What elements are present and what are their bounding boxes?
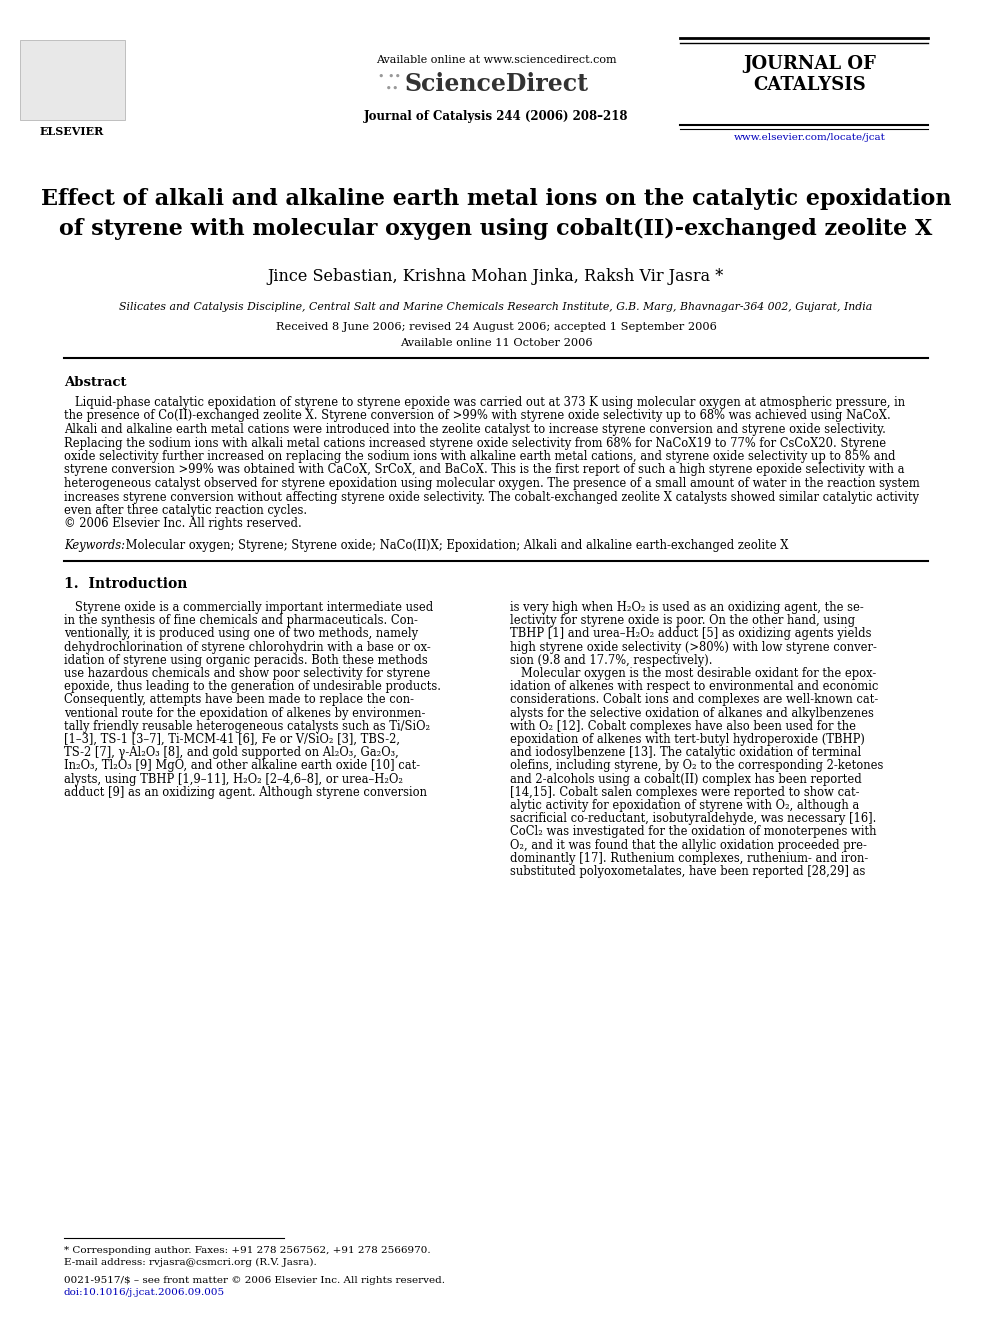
Text: * Corresponding author. Faxes: +91 278 2567562, +91 278 2566970.: * Corresponding author. Faxes: +91 278 2… bbox=[64, 1246, 431, 1256]
Text: and 2-alcohols using a cobalt(II) complex has been reported: and 2-alcohols using a cobalt(II) comple… bbox=[510, 773, 862, 786]
Text: [14,15]. Cobalt salen complexes were reported to show cat-: [14,15]. Cobalt salen complexes were rep… bbox=[510, 786, 859, 799]
Text: sion (9.8 and 17.7%, respectively).: sion (9.8 and 17.7%, respectively). bbox=[510, 654, 712, 667]
Text: high styrene oxide selectivity (>80%) with low styrene conver-: high styrene oxide selectivity (>80%) wi… bbox=[510, 640, 877, 654]
Text: even after three catalytic reaction cycles.: even after three catalytic reaction cycl… bbox=[64, 504, 308, 517]
Text: Abstract: Abstract bbox=[64, 376, 127, 389]
Text: JOURNAL OF: JOURNAL OF bbox=[744, 56, 877, 73]
Text: 1.  Introduction: 1. Introduction bbox=[64, 577, 187, 591]
Text: ventional route for the epoxidation of alkenes by environmen-: ventional route for the epoxidation of a… bbox=[64, 706, 426, 720]
Text: Available online at www.sciencedirect.com: Available online at www.sciencedirect.co… bbox=[376, 56, 616, 65]
Text: Consequently, attempts have been made to replace the con-: Consequently, attempts have been made to… bbox=[64, 693, 414, 706]
Text: Styrene oxide is a commercially important intermediate used: Styrene oxide is a commercially importan… bbox=[64, 601, 434, 614]
Text: Journal of Catalysis 244 (2006) 208–218: Journal of Catalysis 244 (2006) 208–218 bbox=[364, 110, 628, 123]
Text: Molecular oxygen; Styrene; Styrene oxide; NaCo(II)X; Epoxidation; Alkali and alk: Molecular oxygen; Styrene; Styrene oxide… bbox=[122, 538, 789, 552]
Text: ScienceDirect: ScienceDirect bbox=[404, 71, 588, 97]
Text: Replacing the sodium ions with alkali metal cations increased styrene oxide sele: Replacing the sodium ions with alkali me… bbox=[64, 437, 886, 450]
Text: styrene conversion >99% was obtained with CaCoX, SrCoX, and BaCoX. This is the f: styrene conversion >99% was obtained wit… bbox=[64, 463, 905, 476]
Text: with O₂ [12]. Cobalt complexes have also been used for the: with O₂ [12]. Cobalt complexes have also… bbox=[510, 720, 856, 733]
Text: oxide selectivity further increased on replacing the sodium ions with alkaline e: oxide selectivity further increased on r… bbox=[64, 450, 896, 463]
Text: TBHP [1] and urea–H₂O₂ adduct [5] as oxidizing agents yields: TBHP [1] and urea–H₂O₂ adduct [5] as oxi… bbox=[510, 627, 872, 640]
Text: In₂O₃, Tl₂O₃ [9] MgO, and other alkaline earth oxide [10] cat-: In₂O₃, Tl₂O₃ [9] MgO, and other alkaline… bbox=[64, 759, 421, 773]
Text: substituted polyoxometalates, have been reported [28,29] as: substituted polyoxometalates, have been … bbox=[510, 865, 865, 878]
Text: Keywords:: Keywords: bbox=[64, 538, 125, 552]
Text: epoxidation of alkenes with tert-butyl hydroperoxide (TBHP): epoxidation of alkenes with tert-butyl h… bbox=[510, 733, 865, 746]
Text: heterogeneous catalyst observed for styrene epoxidation using molecular oxygen. : heterogeneous catalyst observed for styr… bbox=[64, 478, 920, 490]
Text: doi:10.1016/j.jcat.2006.09.005: doi:10.1016/j.jcat.2006.09.005 bbox=[64, 1289, 225, 1297]
Text: increases styrene conversion without affecting styrene oxide selectivity. The co: increases styrene conversion without aff… bbox=[64, 491, 919, 504]
Text: Received 8 June 2006; revised 24 August 2006; accepted 1 September 2006: Received 8 June 2006; revised 24 August … bbox=[276, 321, 716, 332]
Text: and iodosylbenzene [13]. The catalytic oxidation of terminal: and iodosylbenzene [13]. The catalytic o… bbox=[510, 746, 861, 759]
Bar bbox=[20, 40, 125, 120]
Text: Alkali and alkaline earth metal cations were introduced into the zeolite catalys: Alkali and alkaline earth metal cations … bbox=[64, 423, 886, 437]
Text: • ••
 ••: • •• •• bbox=[379, 71, 402, 94]
Text: www.elsevier.com/locate/jcat: www.elsevier.com/locate/jcat bbox=[734, 134, 886, 142]
Text: 0021-9517/$ – see front matter © 2006 Elsevier Inc. All rights reserved.: 0021-9517/$ – see front matter © 2006 El… bbox=[64, 1275, 445, 1285]
Text: olefins, including styrene, by O₂ to the corresponding 2-ketones: olefins, including styrene, by O₂ to the… bbox=[510, 759, 883, 773]
Text: © 2006 Elsevier Inc. All rights reserved.: © 2006 Elsevier Inc. All rights reserved… bbox=[64, 517, 302, 531]
Text: the presence of Co(II)-exchanged zeolite X. Styrene conversion of >99% with styr: the presence of Co(II)-exchanged zeolite… bbox=[64, 410, 891, 422]
Text: [1–3], TS-1 [3–7], Ti-MCM-41 [6], Fe or V/SiO₂ [3], TBS-2,: [1–3], TS-1 [3–7], Ti-MCM-41 [6], Fe or … bbox=[64, 733, 400, 746]
Text: Silicates and Catalysis Discipline, Central Salt and Marine Chemicals Research I: Silicates and Catalysis Discipline, Cent… bbox=[119, 302, 873, 312]
Text: alysts for the selective oxidation of alkanes and alkylbenzenes: alysts for the selective oxidation of al… bbox=[510, 706, 874, 720]
Text: idation of styrene using organic peracids. Both these methods: idation of styrene using organic peracid… bbox=[64, 654, 428, 667]
Text: CoCl₂ was investigated for the oxidation of monoterpenes with: CoCl₂ was investigated for the oxidation… bbox=[510, 826, 877, 839]
Text: E-mail address: rvjasra@csmcri.org (R.V. Jasra).: E-mail address: rvjasra@csmcri.org (R.V.… bbox=[64, 1258, 316, 1267]
Text: in the synthesis of fine chemicals and pharmaceuticals. Con-: in the synthesis of fine chemicals and p… bbox=[64, 614, 418, 627]
Text: lectivity for styrene oxide is poor. On the other hand, using: lectivity for styrene oxide is poor. On … bbox=[510, 614, 855, 627]
Text: Liquid-phase catalytic epoxidation of styrene to styrene epoxide was carried out: Liquid-phase catalytic epoxidation of st… bbox=[64, 396, 905, 409]
Text: adduct [9] as an oxidizing agent. Although styrene conversion: adduct [9] as an oxidizing agent. Althou… bbox=[64, 786, 427, 799]
Text: alytic activity for epoxidation of styrene with O₂, although a: alytic activity for epoxidation of styre… bbox=[510, 799, 859, 812]
Text: tally friendly reusable heterogeneous catalysts such as Ti/SiO₂: tally friendly reusable heterogeneous ca… bbox=[64, 720, 431, 733]
Text: alysts, using TBHP [1,9–11], H₂O₂ [2–4,6–8], or urea–H₂O₂: alysts, using TBHP [1,9–11], H₂O₂ [2–4,6… bbox=[64, 773, 403, 786]
Text: Molecular oxygen is the most desirable oxidant for the epox-: Molecular oxygen is the most desirable o… bbox=[510, 667, 876, 680]
Text: is very high when H₂O₂ is used as an oxidizing agent, the se-: is very high when H₂O₂ is used as an oxi… bbox=[510, 601, 864, 614]
Text: use hazardous chemicals and show poor selectivity for styrene: use hazardous chemicals and show poor se… bbox=[64, 667, 431, 680]
Text: considerations. Cobalt ions and complexes are well-known cat-: considerations. Cobalt ions and complexe… bbox=[510, 693, 878, 706]
Text: dominantly [17]. Ruthenium complexes, ruthenium- and iron-: dominantly [17]. Ruthenium complexes, ru… bbox=[510, 852, 868, 865]
Text: epoxide, thus leading to the generation of undesirable products.: epoxide, thus leading to the generation … bbox=[64, 680, 441, 693]
Text: idation of alkenes with respect to environmental and economic: idation of alkenes with respect to envir… bbox=[510, 680, 878, 693]
Text: sacrificial co-reductant, isobutyraldehyde, was necessary [16].: sacrificial co-reductant, isobutyraldehy… bbox=[510, 812, 876, 826]
Text: ventionally, it is produced using one of two methods, namely: ventionally, it is produced using one of… bbox=[64, 627, 418, 640]
Text: Jince Sebastian, Krishna Mohan Jinka, Raksh Vir Jasra *: Jince Sebastian, Krishna Mohan Jinka, Ra… bbox=[268, 269, 724, 284]
Text: Effect of alkali and alkaline earth metal ions on the catalytic epoxidation: Effect of alkali and alkaline earth meta… bbox=[41, 188, 951, 210]
Text: ELSEVIER: ELSEVIER bbox=[40, 126, 104, 138]
Text: O₂, and it was found that the allylic oxidation proceeded pre-: O₂, and it was found that the allylic ox… bbox=[510, 839, 867, 852]
Text: TS-2 [7], γ-Al₂O₃ [8], and gold supported on Al₂O₃, Ga₂O₃,: TS-2 [7], γ-Al₂O₃ [8], and gold supporte… bbox=[64, 746, 399, 759]
Text: of styrene with molecular oxygen using cobalt(II)-exchanged zeolite X: of styrene with molecular oxygen using c… bbox=[60, 218, 932, 239]
Text: Available online 11 October 2006: Available online 11 October 2006 bbox=[400, 337, 592, 348]
Text: CATALYSIS: CATALYSIS bbox=[754, 75, 866, 94]
Text: dehydrochlorination of styrene chlorohydrin with a base or ox-: dehydrochlorination of styrene chlorohyd… bbox=[64, 640, 431, 654]
